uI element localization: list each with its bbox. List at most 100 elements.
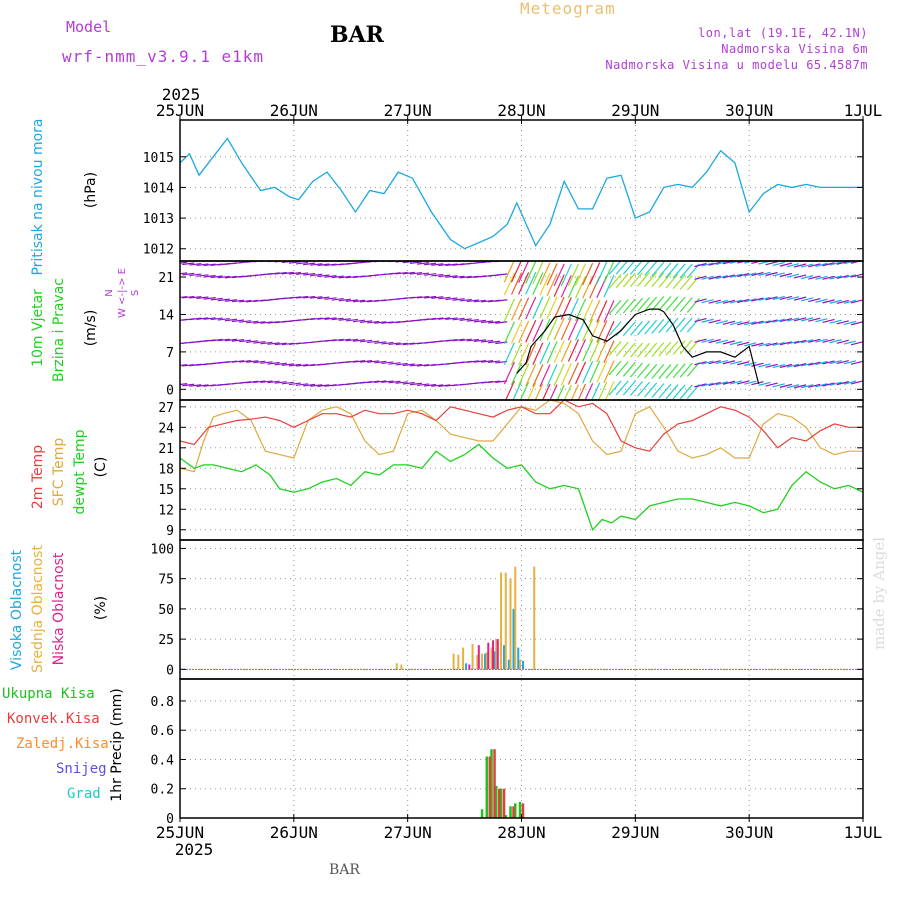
temp-ylabel-dewpt: dewpt Temp bbox=[72, 429, 88, 514]
wind-barb bbox=[589, 262, 601, 285]
wind-barb bbox=[672, 296, 686, 312]
x-tick-label-top: 26JUN bbox=[270, 101, 318, 120]
wind-barb bbox=[765, 363, 778, 368]
y-tick-label: 0.8 bbox=[151, 695, 174, 710]
wind-barb bbox=[473, 319, 487, 323]
wind-barb bbox=[751, 271, 764, 277]
wind-barb bbox=[658, 341, 672, 357]
wind-barb bbox=[224, 299, 237, 302]
wind-barb bbox=[708, 261, 721, 266]
wind-barb bbox=[189, 273, 202, 277]
wind-unit: (m/s) bbox=[83, 310, 99, 347]
wind-barb bbox=[560, 275, 572, 298]
wind-barb bbox=[686, 384, 700, 399]
wind-barb bbox=[416, 363, 430, 367]
wind-barb bbox=[338, 318, 351, 321]
wind-barb bbox=[758, 320, 771, 325]
wind-barb bbox=[608, 261, 622, 275]
location-coordinates: lon,lat (19.1E, 42.1N) bbox=[698, 26, 868, 40]
wind-barb bbox=[722, 274, 736, 279]
wind-barb bbox=[843, 340, 857, 345]
wind-barb bbox=[822, 338, 835, 343]
wind-barb bbox=[779, 262, 792, 267]
wind-barb bbox=[808, 361, 821, 366]
wind-barb bbox=[388, 380, 401, 384]
wind-barb bbox=[615, 261, 629, 275]
wind-barb bbox=[574, 263, 587, 286]
y-tick-label: 12 bbox=[158, 503, 174, 518]
wind-barb bbox=[253, 341, 266, 344]
precip-legend-label: Grad bbox=[67, 786, 101, 802]
wind-barb bbox=[518, 342, 530, 366]
wind-barb bbox=[203, 263, 216, 267]
wind-barb bbox=[672, 384, 686, 400]
wind-barb bbox=[510, 261, 522, 283]
wind-barb bbox=[260, 341, 273, 345]
wind-barb bbox=[246, 340, 259, 343]
footer-station: BAR bbox=[329, 862, 360, 878]
x-tick-label-top: 25JUN bbox=[156, 101, 204, 120]
wind-barb bbox=[438, 274, 451, 278]
wind-barb bbox=[765, 261, 778, 266]
wind-barb bbox=[744, 321, 757, 326]
wind-barb bbox=[589, 360, 601, 384]
pressure-ylabel: Pritisak na nivou mora bbox=[30, 118, 46, 275]
wind-barb bbox=[310, 296, 323, 299]
wind-barb bbox=[331, 297, 344, 301]
wind-barb bbox=[729, 299, 743, 304]
wind-barb bbox=[591, 382, 601, 400]
wind-barb bbox=[603, 300, 615, 323]
y-tick-label: 0 bbox=[166, 812, 174, 827]
wind-barb bbox=[843, 380, 857, 385]
wind-barb bbox=[416, 383, 430, 387]
x-tick-label-bottom: 1JUL bbox=[844, 823, 883, 842]
wind-barb bbox=[409, 363, 422, 367]
wind-barb bbox=[452, 338, 465, 342]
wind-barb bbox=[694, 275, 707, 280]
wind-barb bbox=[317, 317, 330, 320]
wind-barb bbox=[815, 383, 828, 388]
wind-barb bbox=[438, 263, 451, 267]
wind-barb bbox=[182, 272, 195, 276]
wind-barb bbox=[744, 298, 757, 303]
gridlines bbox=[180, 120, 863, 819]
wind-barb bbox=[182, 262, 195, 266]
wind-barb bbox=[637, 320, 651, 336]
wind-barb bbox=[843, 299, 857, 304]
wind-barb bbox=[822, 262, 835, 267]
series-line-sfc-temp bbox=[179, 399, 863, 473]
credit-watermark: made by Angel bbox=[870, 536, 888, 650]
wind-barb bbox=[793, 317, 807, 322]
wind-barb bbox=[815, 262, 828, 267]
wind-barb bbox=[546, 341, 558, 364]
wind-barb bbox=[431, 296, 444, 299]
wind-barb bbox=[473, 299, 487, 303]
wind-barb bbox=[239, 339, 252, 343]
wind-barb bbox=[553, 296, 565, 320]
wind-barb bbox=[679, 384, 693, 400]
wind-barb bbox=[822, 275, 835, 280]
wind-barb bbox=[637, 297, 651, 312]
cloud-unit: (%) bbox=[93, 596, 109, 620]
wind-barb bbox=[729, 321, 743, 326]
wind-barb bbox=[665, 363, 679, 379]
wind-barb bbox=[281, 381, 294, 385]
wind-barb bbox=[360, 320, 373, 323]
wind-barb bbox=[402, 271, 415, 275]
wind-barb bbox=[758, 381, 771, 386]
wind-barb bbox=[772, 261, 785, 267]
wind-barb bbox=[480, 299, 494, 303]
wind-barb bbox=[519, 381, 530, 400]
wind-barb bbox=[560, 263, 572, 287]
wind-barb bbox=[317, 296, 330, 300]
cloud-ylabel-low: Niska Oblacnost bbox=[51, 552, 67, 665]
wind-barb bbox=[539, 262, 551, 286]
wind-barb bbox=[388, 362, 401, 365]
wind-barb bbox=[694, 298, 707, 303]
wind-barb bbox=[466, 338, 479, 342]
wind-barb bbox=[836, 274, 849, 280]
wind-barb bbox=[267, 380, 280, 384]
wind-barb bbox=[615, 361, 629, 376]
wind-barb bbox=[567, 339, 579, 362]
wind-barb bbox=[431, 263, 444, 266]
